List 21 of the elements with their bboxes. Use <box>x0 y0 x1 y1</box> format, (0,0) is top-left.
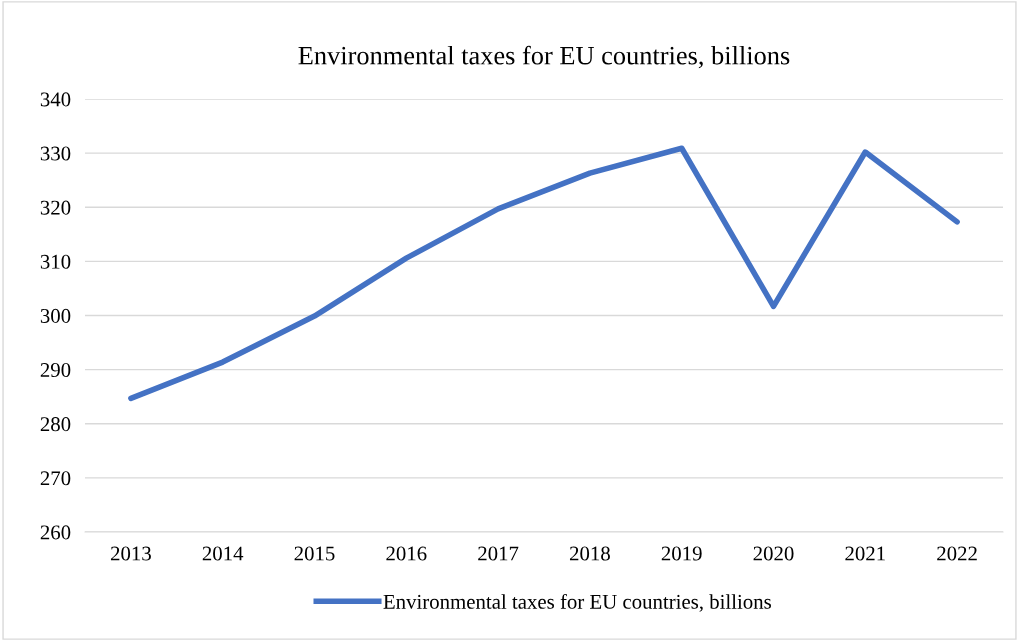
x-tick-label: 2020 <box>753 546 794 561</box>
chart-title: Environmental taxes for EU countries, billions <box>298 45 790 69</box>
legend-label: Environmental taxes for EU countries, billions <box>383 593 771 612</box>
y-tick-label: 340 <box>40 92 71 107</box>
x-tick-label: 2016 <box>386 546 427 561</box>
x-tick-label: 2015 <box>294 546 335 561</box>
x-tick-label: 2022 <box>937 546 977 561</box>
y-tick-label: 260 <box>40 525 71 540</box>
y-tick-label: 320 <box>40 200 71 215</box>
x-tick-label: 2014 <box>202 546 244 561</box>
x-tick-label: 2019 <box>661 546 702 561</box>
y-tick-label: 330 <box>40 146 71 161</box>
x-tick-label: 2017 <box>478 546 519 561</box>
y-tick-label: 270 <box>40 471 71 486</box>
x-tick-label: 2021 <box>845 546 885 561</box>
y-tick-label: 290 <box>40 363 71 378</box>
x-tick-label: 2018 <box>569 546 610 561</box>
y-tick-label: 300 <box>40 308 71 323</box>
y-tick-label: 280 <box>40 417 71 432</box>
y-tick-label: 310 <box>40 254 71 269</box>
x-tick-label: 2013 <box>110 546 151 561</box>
